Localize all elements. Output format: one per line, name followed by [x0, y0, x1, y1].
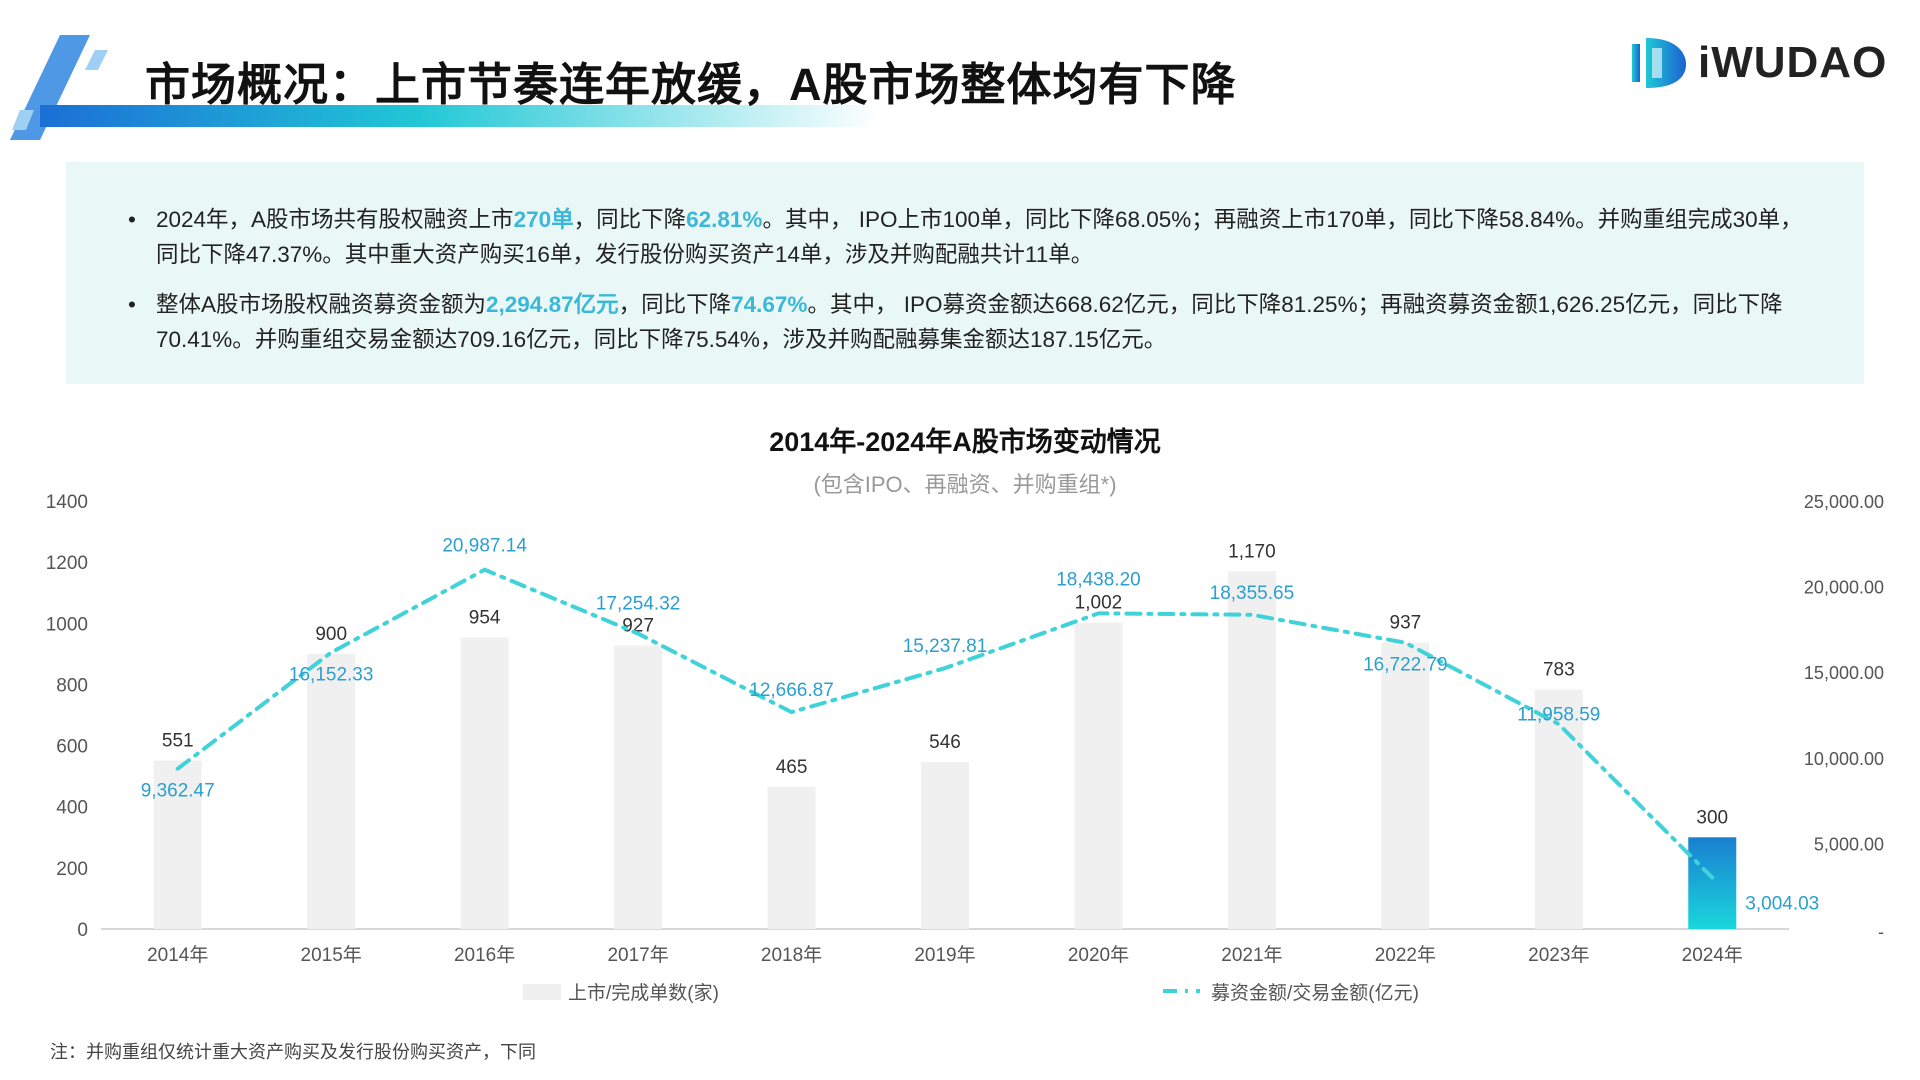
bullet-text: 。其中， IPO上市100单，同比下降68.05%；再融资上市170单，同比下降…: [156, 207, 1803, 267]
x-axis-tick: 2022年: [1375, 944, 1436, 966]
right-axis-tick: 15,000.00: [1804, 663, 1884, 683]
bar: [1688, 837, 1737, 929]
left-axis-tick: 0: [77, 920, 88, 941]
line-label: 17,254.32: [596, 594, 681, 615]
logo-text: iWUDAO: [1698, 38, 1888, 87]
bullet-text: 2024年，A股市场共有股权融资上市: [156, 207, 514, 232]
bar-label: 465: [776, 757, 808, 778]
x-axis-tick: 2024年: [1682, 944, 1743, 966]
bar-label: 1,002: [1075, 593, 1123, 614]
bullet-text: ，同比下降: [618, 292, 732, 317]
line-label: 18,355.65: [1210, 583, 1295, 604]
right-axis-tick: 20,000.00: [1804, 578, 1884, 598]
x-axis-tick: 2014年: [147, 944, 208, 966]
line-label: 9,362.47: [141, 781, 215, 802]
bar-label: 927: [622, 616, 654, 637]
summary-box: 2024年，A股市场共有股权融资上市270单，同比下降62.81%。其中， IP…: [66, 162, 1864, 384]
x-axis-tick: 2015年: [301, 944, 362, 966]
bullet-text: 。其中， IPO募资金额达668.62亿元，同比下降81.25%；再融资募资金额…: [156, 292, 1783, 352]
left-axis-tick: 1000: [46, 614, 88, 635]
bar: [767, 786, 816, 929]
logo-icon: [1632, 38, 1686, 88]
bar-label: 551: [162, 731, 194, 752]
x-axis-tick: 2019年: [914, 944, 975, 966]
left-axis-tick: 1200: [46, 553, 88, 574]
left-axis-tick: 200: [56, 859, 88, 880]
x-axis-tick: 2023年: [1528, 944, 1589, 966]
legend-line-label: 募资金额/交易金额(亿元): [1211, 982, 1419, 1004]
left-axis-tick: 1400: [46, 492, 88, 513]
bar-label: 937: [1390, 613, 1422, 634]
highlight-value: 2,294.87亿元: [486, 292, 619, 317]
bar: [1381, 642, 1430, 929]
logo: iWUDAO: [1630, 34, 1887, 92]
line-label: 18,438.20: [1056, 569, 1141, 590]
line-label: 16,722.79: [1363, 655, 1448, 676]
bar: [614, 645, 663, 929]
left-axis-tick: 600: [56, 737, 88, 758]
chart-subtitle: (包含IPO、再融资、并购重组*): [813, 472, 1117, 497]
bar: [307, 653, 356, 929]
chart-title: 2014年-2024年A股市场变动情况: [769, 427, 1161, 457]
line-label: 3,004.03: [1745, 894, 1819, 915]
line-label: 20,987.14: [442, 536, 527, 557]
bar-label: 783: [1543, 660, 1575, 681]
right-axis-tick: 5,000.00: [1814, 834, 1884, 854]
bar-label: 546: [929, 732, 961, 753]
highlight-value: 270单: [513, 207, 574, 232]
left-axis-tick: 400: [56, 798, 88, 819]
header-decoration: [10, 35, 880, 140]
highlight-value: 62.81%: [686, 207, 763, 232]
bar-label: 900: [315, 624, 347, 645]
line-label: 16,152.33: [289, 664, 374, 685]
bar: [153, 760, 202, 929]
footnote: 注：并购重组仅统计重大资产购买及发行股份购买资产，下同: [50, 1042, 536, 1062]
bar-label: 954: [469, 607, 501, 628]
bullet-text: 整体A股市场股权融资募资金额为: [156, 292, 487, 317]
line-label: 11,958.59: [1517, 704, 1600, 725]
summary-bullet: 整体A股市场股权融资募资金额为2,294.87亿元，同比下降74.67%。其中，…: [128, 287, 1804, 357]
summary-bullet: 2024年，A股市场共有股权融资上市270单，同比下降62.81%。其中， IP…: [128, 202, 1804, 272]
x-axis-tick: 2016年: [454, 944, 515, 966]
line-label: 12,666.87: [749, 680, 834, 701]
bar: [1227, 571, 1276, 929]
left-axis-tick: 800: [56, 675, 88, 696]
right-axis-tick: -: [1878, 922, 1884, 942]
bar-label: 300: [1696, 807, 1728, 828]
right-axis-tick: 10,000.00: [1804, 749, 1884, 769]
legend-bar-label: 上市/完成单数(家): [568, 982, 719, 1004]
bar: [921, 762, 969, 929]
legend-bar-swatch: [523, 984, 561, 1000]
highlight-value: 74.67%: [731, 292, 808, 317]
bar: [1534, 689, 1583, 929]
bar: [460, 637, 509, 929]
x-axis-tick: 2017年: [607, 944, 668, 966]
x-axis-tick: 2018年: [761, 944, 822, 966]
bar: [1074, 622, 1123, 929]
bullet-text: ，同比下降: [573, 207, 687, 232]
x-axis-tick: 2021年: [1221, 944, 1282, 966]
right-axis-tick: 25,000.00: [1804, 492, 1884, 512]
line-series: [175, 567, 1715, 880]
page-title: 市场概况：上市节奏连年放缓，A股市场整体均有下降: [145, 59, 1237, 110]
bar-label: 1,170: [1228, 541, 1276, 562]
x-axis-tick: 2020年: [1068, 944, 1129, 966]
line-label: 15,237.81: [903, 636, 988, 657]
